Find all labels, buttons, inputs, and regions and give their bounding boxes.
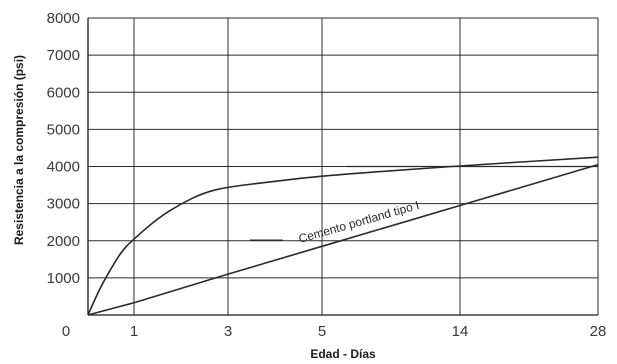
axes [87, 18, 598, 316]
y-tick-4000: 4000 [47, 159, 80, 176]
x-tick-3: 3 [224, 323, 232, 340]
x-axis-label: Edad - Días [310, 347, 376, 361]
x-tick-labels: 0 1 3 5 14 28 [62, 323, 607, 340]
y-tick-6000: 6000 [47, 84, 80, 101]
y-tick-1000: 1000 [47, 270, 80, 287]
y-tick-7000: 7000 [47, 47, 80, 64]
y-tick-8000: 8000 [47, 10, 80, 27]
y-tick-2000: 2000 [47, 233, 80, 250]
series-line-1 [87, 156, 599, 316]
x-tick-28: 28 [590, 323, 607, 340]
y-tick-5000: 5000 [47, 121, 80, 138]
y-axis-label: Resistencia a la compresión (psi) [12, 55, 26, 245]
series-lines [87, 156, 599, 316]
series-line-2 [87, 163, 599, 316]
y-tick-3000: 3000 [47, 196, 80, 213]
y-tick-labels: 1000 2000 3000 4000 5000 6000 7000 8000 [47, 10, 80, 287]
x-tick-0: 0 [62, 323, 70, 340]
x-tick-14: 14 [452, 323, 469, 340]
x-tick-1: 1 [130, 323, 138, 340]
x-tick-5: 5 [318, 323, 326, 340]
